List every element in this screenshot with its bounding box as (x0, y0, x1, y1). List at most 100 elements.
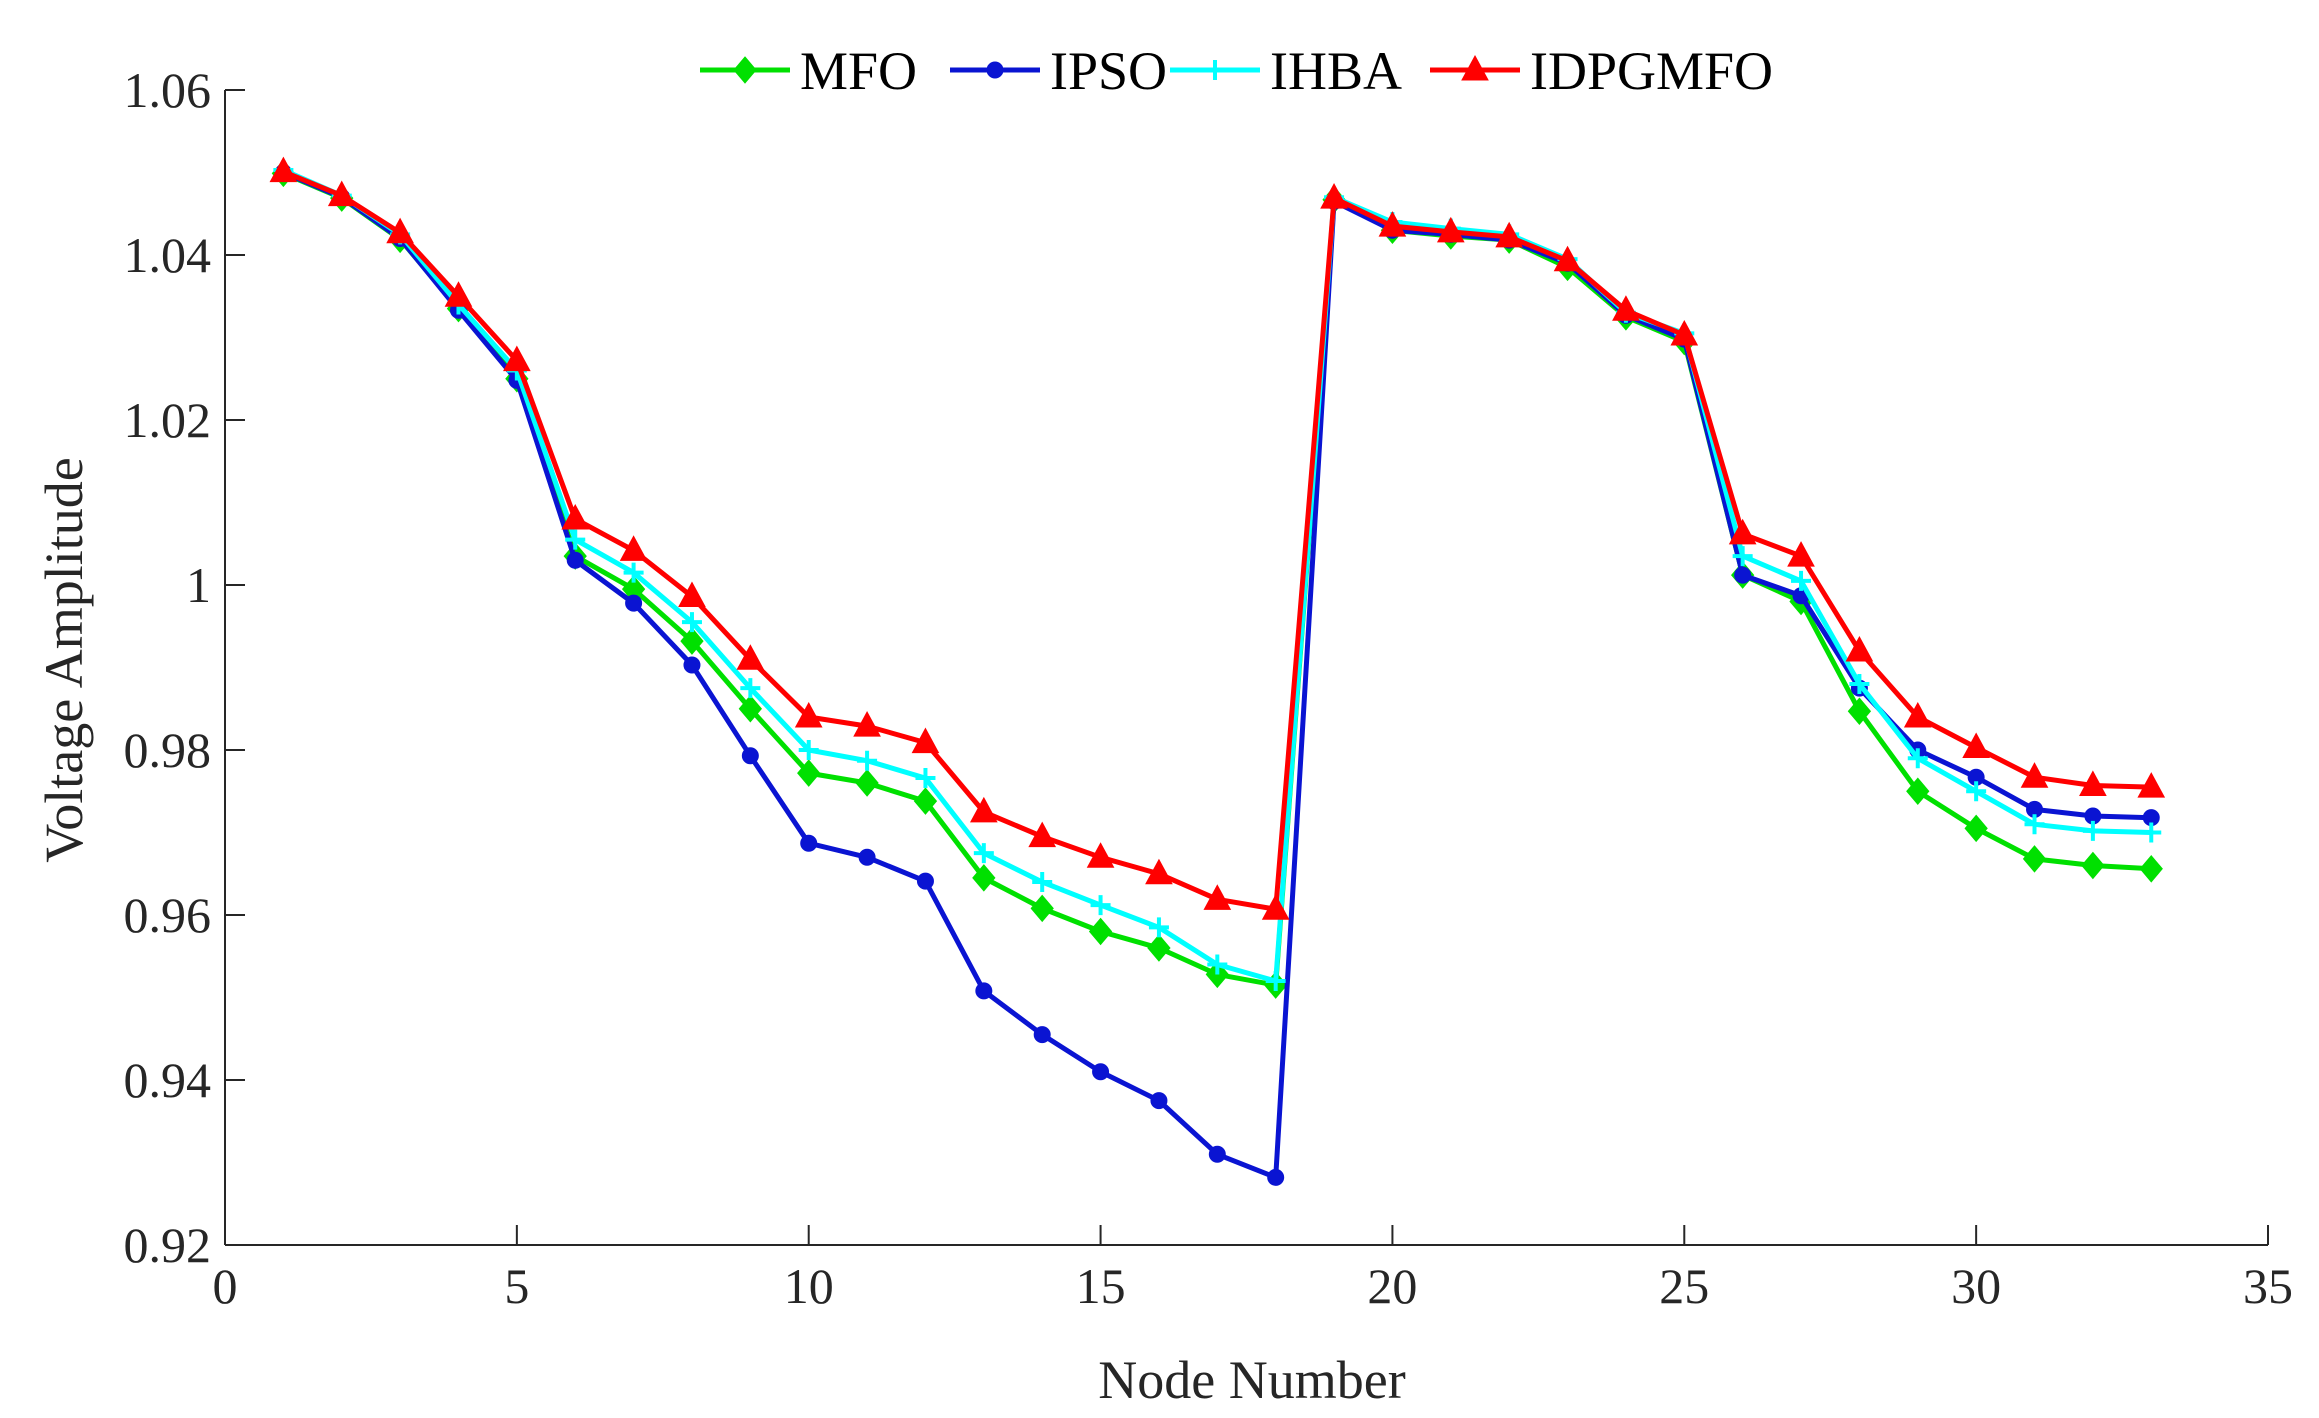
data-point-ihba (973, 843, 994, 864)
data-point-ihba (1966, 781, 1987, 802)
y-tick-label: 1.04 (124, 227, 212, 283)
data-point-ipso (741, 747, 759, 765)
data-point-idpgmfo (1495, 221, 1524, 248)
data-point-idpgmfo (503, 345, 531, 372)
data-point-idpgmfo (1203, 884, 1232, 910)
legend-marker-ipso (986, 61, 1004, 79)
data-point-idpgmfo (1028, 821, 1057, 848)
data-point-idpgmfo (1378, 211, 1407, 237)
data-point-idpgmfo (269, 156, 298, 183)
data-point-ipso (975, 982, 993, 1000)
x-tick-label: 5 (504, 1258, 529, 1314)
data-point-ihba (565, 529, 586, 550)
data-point-ihba (1148, 917, 1169, 938)
legend-marker-mfo (733, 56, 757, 84)
series-line-idpgmfo (282, 169, 2152, 912)
data-point-mfo (1147, 934, 1171, 962)
data-point-ihba (1090, 895, 1111, 916)
data-point-ipso (916, 872, 934, 890)
data-point-ihba (2141, 822, 2162, 843)
data-point-idpgmfo (1261, 894, 1290, 920)
data-point-ihba (2024, 814, 2045, 835)
x-axis-title: Node Number (1098, 1350, 1405, 1410)
y-tick-label: 0.98 (124, 722, 212, 778)
legend-entry-ipso: IPSO (950, 41, 1167, 101)
y-tick-label: 1 (186, 557, 211, 613)
legend-label-idpgmfo: IDPGMFO (1530, 41, 1773, 101)
legend-label-mfo: MFO (800, 41, 917, 101)
y-tick-label: 0.94 (124, 1052, 212, 1108)
data-point-idpgmfo (1436, 216, 1465, 243)
x-tick-label: 15 (1076, 1258, 1126, 1314)
series-line-mfo (282, 170, 2152, 988)
legend-label-ihba: IHBA (1270, 41, 1402, 101)
data-point-ihba (798, 740, 819, 760)
x-tick-label: 0 (213, 1258, 238, 1314)
data-point-ipso (625, 594, 643, 612)
data-point-ihba (623, 562, 644, 583)
data-point-ihba (1032, 872, 1053, 892)
data-point-mfo (1847, 697, 1872, 725)
legend-entry-idpgmfo: IDPGMFO (1430, 41, 1773, 101)
data-point-ihba (740, 678, 761, 699)
legend-entry-mfo: MFO (700, 41, 917, 101)
data-point-ihba (1907, 748, 1928, 769)
data-point-idpgmfo (1553, 245, 1582, 272)
data-point-ihba (1265, 971, 1286, 991)
data-point-mfo (680, 627, 704, 655)
data-point-mfo (1964, 814, 1988, 843)
data-point-mfo (2139, 855, 2163, 883)
data-point-ihba (1207, 954, 1228, 975)
y-tick-label: 0.96 (124, 887, 212, 943)
data-point-idpgmfo (1787, 541, 1815, 567)
data-point-idpgmfo (794, 701, 823, 728)
y-tick-label: 1.02 (124, 392, 212, 448)
data-point-idpgmfo (911, 727, 940, 754)
legend-marker-idpgmfo (1461, 54, 1489, 81)
y-tick-label: 0.92 (124, 1217, 212, 1273)
data-point-mfo (738, 694, 762, 723)
data-point-idpgmfo (2079, 770, 2107, 796)
series-line-ipso (282, 170, 2152, 1180)
data-point-idpgmfo (561, 503, 590, 530)
legend-entry-ihba: IHBA (1170, 41, 1402, 101)
data-point-idpgmfo (2137, 772, 2166, 798)
data-point-mfo (797, 759, 821, 787)
data-point-idpgmfo (1320, 183, 1348, 209)
x-tick-label: 35 (2243, 1258, 2293, 1314)
data-point-idpgmfo (2020, 762, 2049, 788)
data-point-ipso (1033, 1026, 1051, 1044)
data-point-idpgmfo (386, 217, 414, 244)
data-point-ihba (2082, 820, 2103, 841)
data-point-idpgmfo (853, 711, 881, 737)
legend-marker-ihba (1205, 60, 1225, 80)
data-point-ihba (1849, 674, 1870, 694)
series-layer (269, 156, 2166, 1186)
data-point-mfo (855, 769, 879, 797)
series-idpgmfo (269, 156, 2166, 920)
data-point-ipso (1267, 1168, 1285, 1186)
x-tick-label: 10 (784, 1258, 834, 1314)
data-point-idpgmfo (1612, 295, 1640, 321)
data-point-idpgmfo (619, 535, 648, 561)
data-point-mfo (913, 787, 938, 815)
series-ipso (274, 164, 2160, 1186)
y-axis-title: Voltage Amplitude (34, 457, 94, 862)
data-point-ipso (566, 551, 584, 569)
data-point-ipso (683, 656, 701, 674)
data-point-idpgmfo (1086, 842, 1115, 868)
data-point-ihba (1791, 570, 1812, 591)
data-point-ihba (915, 768, 936, 789)
data-point-mfo (1088, 917, 1113, 946)
data-point-idpgmfo (1903, 701, 1932, 728)
data-point-ipso (1208, 1145, 1226, 1163)
data-point-idpgmfo (1145, 858, 1173, 885)
data-point-ihba (1732, 546, 1753, 567)
data-point-mfo (972, 864, 996, 892)
data-point-ipso (1150, 1092, 1168, 1110)
legend-label-ipso: IPSO (1050, 41, 1167, 101)
series-line-ihba (282, 167, 2152, 984)
data-point-idpgmfo (678, 581, 706, 608)
data-point-idpgmfo (1845, 635, 1874, 662)
